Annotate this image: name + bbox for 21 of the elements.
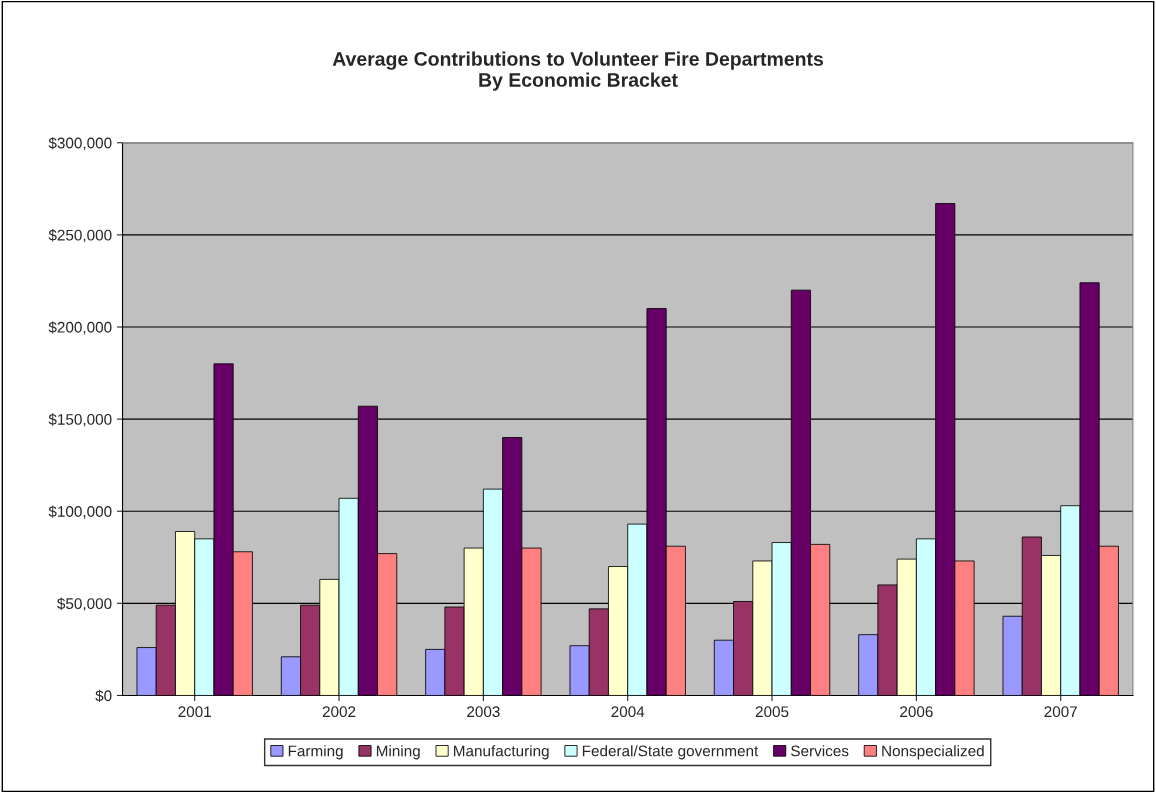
legend-label: Farming <box>288 745 343 760</box>
x-tick-label: 2004 <box>611 706 645 718</box>
y-tick-label: $50,000 <box>57 597 112 611</box>
x-tick-label: 2007 <box>1044 706 1077 718</box>
y-tick-label: $250,000 <box>48 229 112 243</box>
legend-label: Mining <box>376 745 420 760</box>
legend-label: Manufacturing <box>454 745 549 760</box>
legend-label: Services <box>791 745 849 757</box>
x-tick-label: 2006 <box>900 706 933 718</box>
x-tick-label: 2002 <box>322 706 356 718</box>
y-tick-label: $150,000 <box>48 413 112 427</box>
y-tick-label: $0 <box>95 689 112 703</box>
x-tick-label: 2003 <box>467 706 500 718</box>
legend-label: Federal/State government <box>582 745 759 760</box>
y-tick-label: $100,000 <box>48 505 112 519</box>
chart-title: Average Contributions to Volunteer Fire Departments By Economic Bracket <box>332 51 824 91</box>
y-tick-label: $300,000 <box>48 136 112 151</box>
y-tick-label: $200,000 <box>48 321 112 335</box>
x-tick-label: 2005 <box>755 706 789 718</box>
legend-label: Nonspecialized <box>882 745 984 760</box>
x-tick-label: 2001 <box>178 706 211 718</box>
